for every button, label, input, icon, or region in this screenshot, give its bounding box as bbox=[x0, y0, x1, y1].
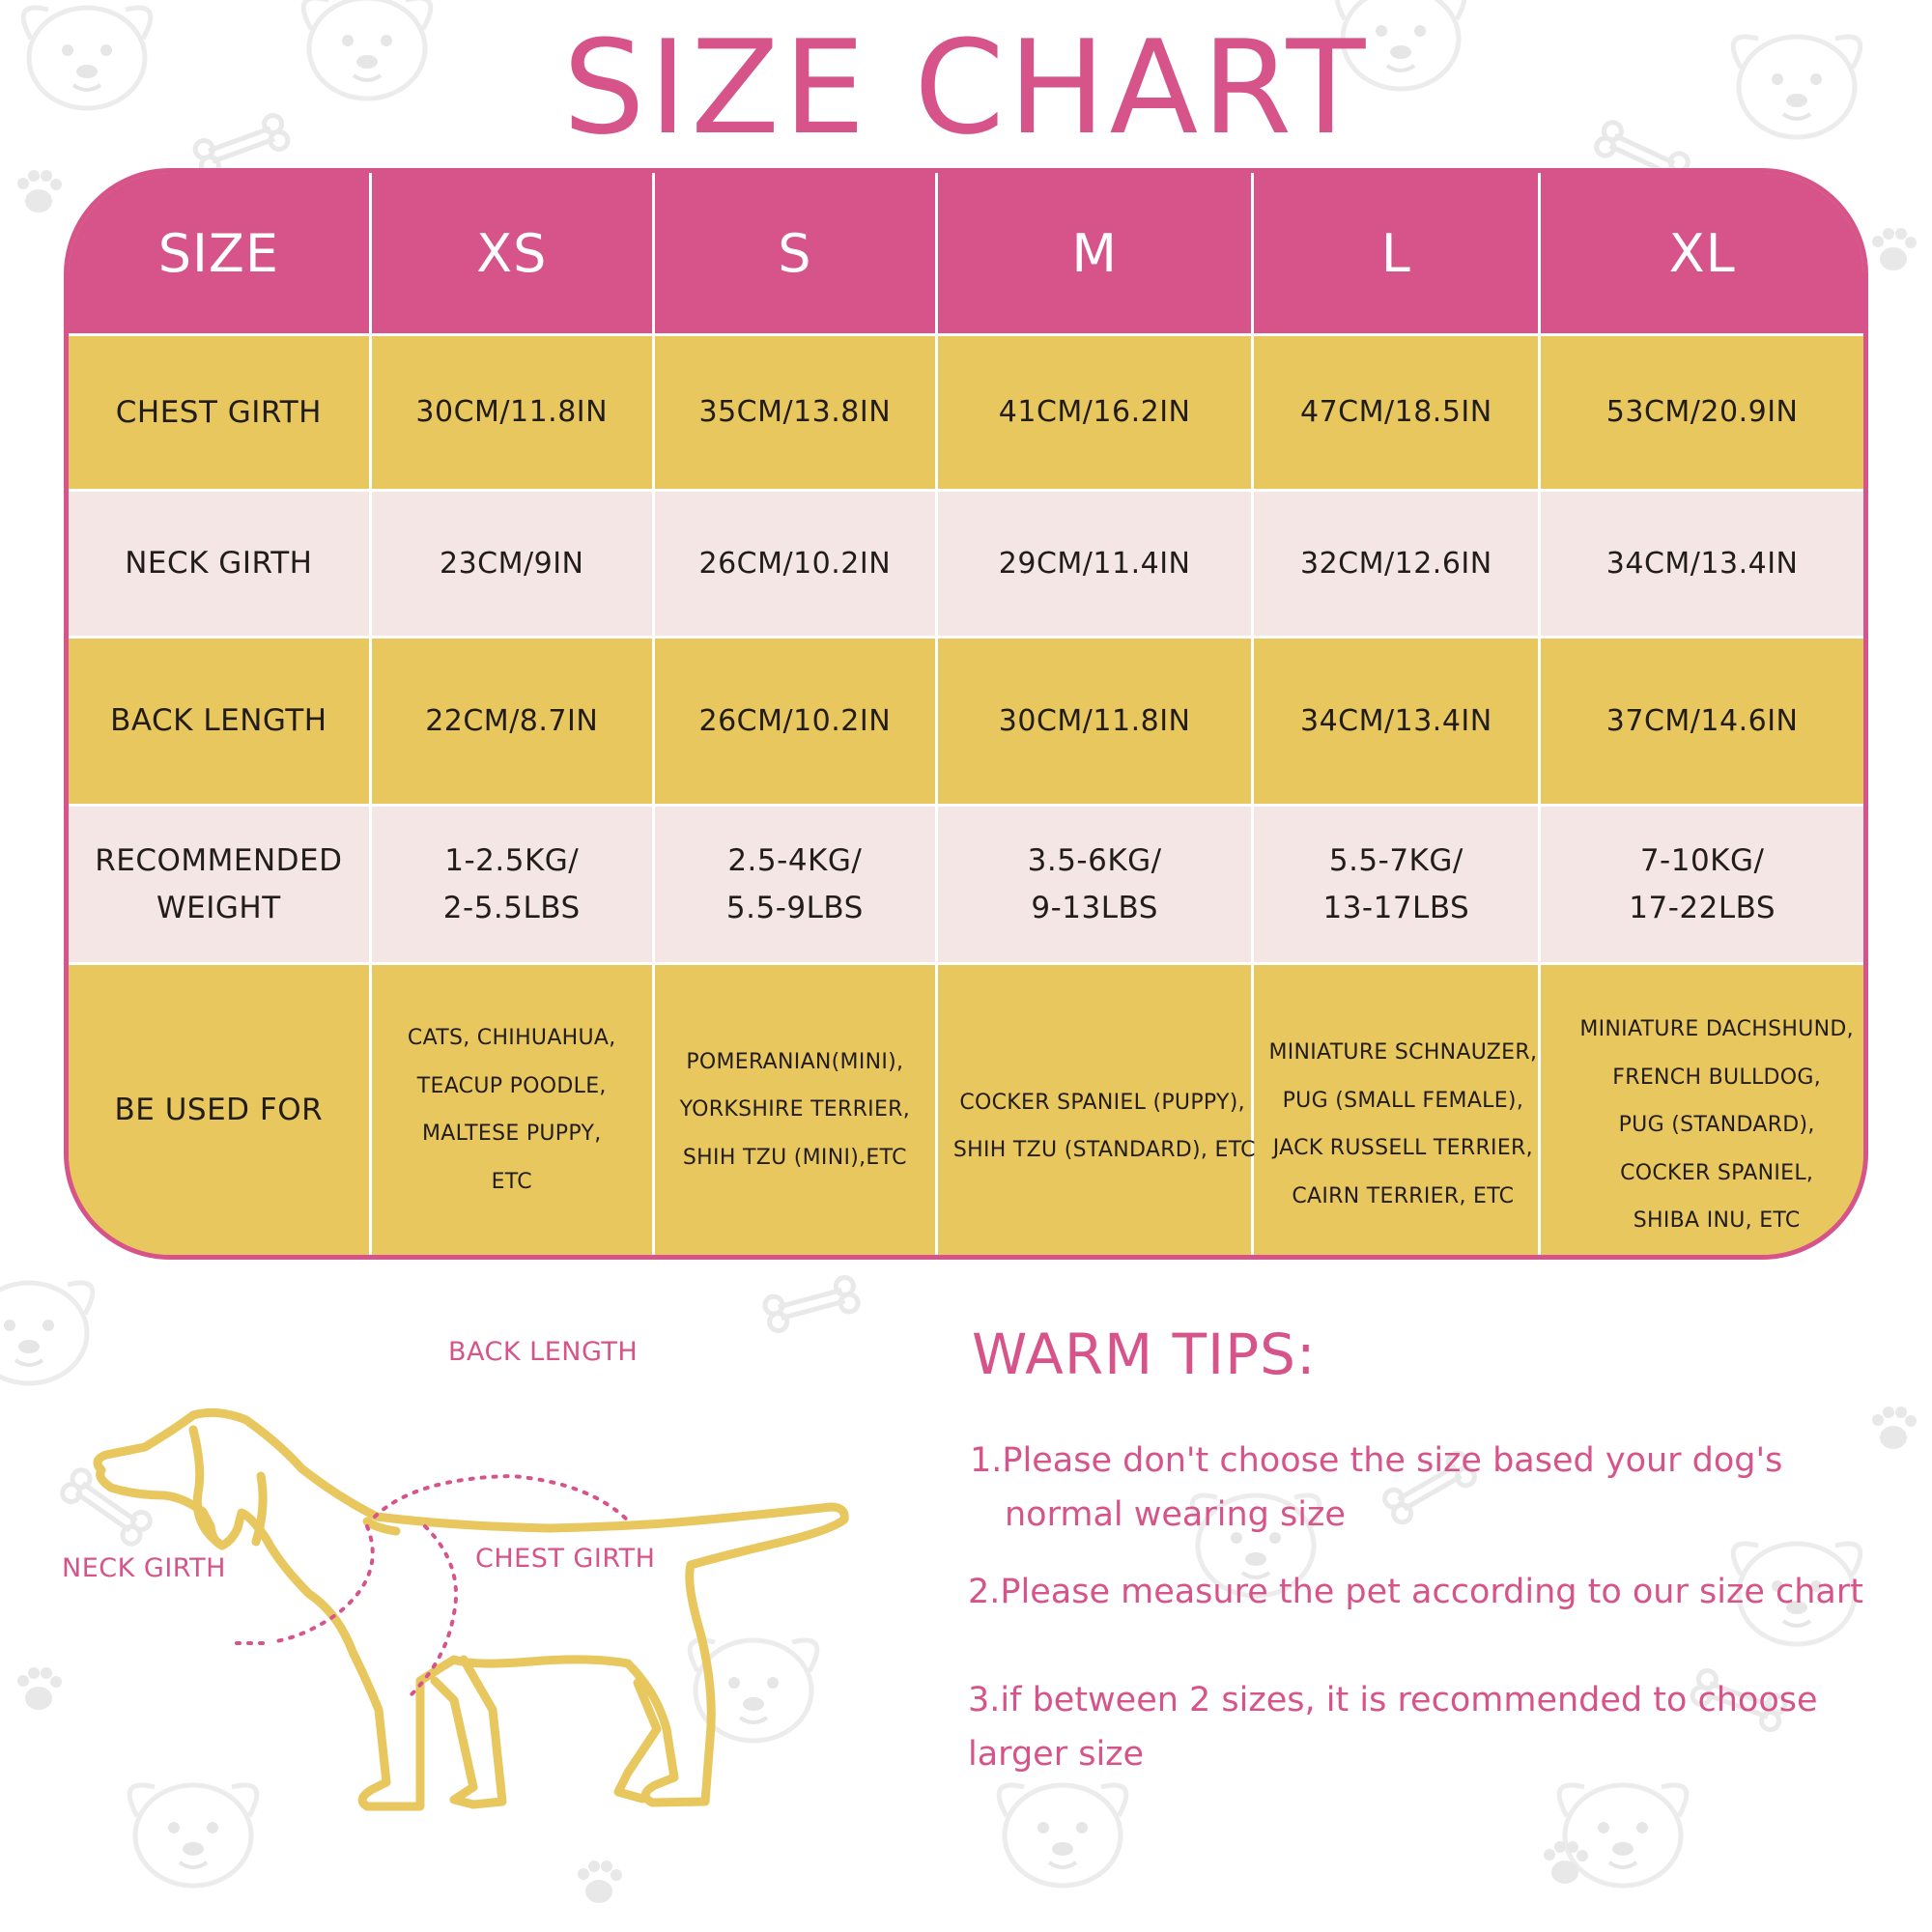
tip-1-line-2: normal wearing size bbox=[1005, 1495, 1346, 1534]
cell-weight-l: 5.5-7KG/ 13-17LBS bbox=[1252, 805, 1542, 966]
table-header-row: SIZE XS S M L XL bbox=[69, 173, 1863, 336]
cell-back-xl: 37CM/14.6IN bbox=[1539, 637, 1863, 807]
row-label-recommended-weight: RECOMMENDED WEIGHT bbox=[69, 805, 372, 966]
weight-kg: 3.5-6KG/ bbox=[1027, 842, 1162, 878]
breed-line: CAIRN TERRIER, ETC bbox=[1292, 1183, 1515, 1208]
table-row-neck-girth: NECK GIRTH 23CM/9IN 26CM/10.2IN 29CM/11.… bbox=[69, 490, 1863, 639]
warm-tips-title: WARM TIPS: bbox=[972, 1321, 1317, 1387]
cell-back-l: 34CM/13.4IN bbox=[1252, 637, 1542, 807]
size-chart-table: SIZE XS S M L XL CHEST GIRTH 30CM/11.8IN… bbox=[69, 173, 1863, 1255]
breed-line: TEACUP POODLE, bbox=[416, 1073, 607, 1098]
header-m: M bbox=[936, 173, 1255, 336]
row-label-chest-girth: CHEST GIRTH bbox=[69, 334, 372, 492]
header-size: SIZE bbox=[69, 173, 372, 336]
dog-measurement-diagram: BACK LENGTH NECK GIRTH CHEST GIRTH bbox=[48, 1323, 898, 1826]
weight-kg: 7-10KG/ bbox=[1639, 842, 1765, 878]
header-xs: XS bbox=[370, 173, 655, 336]
table-row-chest-girth: CHEST GIRTH 30CM/11.8IN 35CM/13.8IN 41CM… bbox=[69, 334, 1863, 492]
cell-back-s: 26CM/10.2IN bbox=[653, 637, 938, 807]
row-label-be-used-for: BE USED FOR bbox=[69, 963, 372, 1255]
cell-neck-m: 29CM/11.4IN bbox=[936, 490, 1255, 639]
table-row-recommended-weight: RECOMMENDED WEIGHT 1-2.5KG/ 2-5.5LBS 2.5… bbox=[69, 805, 1863, 966]
header-xl: XL bbox=[1539, 173, 1863, 336]
weight-kg: 1-2.5KG/ bbox=[444, 842, 580, 878]
breed-line: SHIH TZU (MINI),ETC bbox=[682, 1145, 907, 1170]
weight-lbs: 13-17LBS bbox=[1322, 890, 1470, 925]
cell-used-l: MINIATURE SCHNAUZER, PUG (SMALL FEMALE),… bbox=[1252, 963, 1542, 1255]
dog-outline-illustration bbox=[93, 1407, 849, 1811]
cell-back-m: 30CM/11.8IN bbox=[936, 637, 1255, 807]
weight-lbs: 5.5-9LBS bbox=[725, 890, 864, 925]
row-label-weight-line2: WEIGHT bbox=[156, 890, 281, 925]
cell-back-xs: 22CM/8.7IN bbox=[370, 637, 655, 807]
label-back-length: BACK LENGTH bbox=[448, 1337, 639, 1367]
cell-neck-xs: 23CM/9IN bbox=[370, 490, 655, 639]
breed-line: YORKSHIRE TERRIER, bbox=[679, 1097, 911, 1122]
weight-lbs: 2-5.5LBS bbox=[442, 890, 581, 925]
cell-neck-s: 26CM/10.2IN bbox=[653, 490, 938, 639]
size-chart-table-container: SIZE XS S M L XL CHEST GIRTH 30CM/11.8IN… bbox=[64, 168, 1868, 1260]
breed-line: MALTESE PUPPY, bbox=[421, 1122, 602, 1147]
tip-1-line-1: 1.Please don't choose the size based you… bbox=[970, 1441, 1783, 1480]
weight-lbs: 17-22LBS bbox=[1629, 890, 1776, 925]
weight-kg: 5.5-7KG/ bbox=[1328, 842, 1463, 878]
breed-line: COCKER SPANIEL, bbox=[1620, 1160, 1814, 1185]
breed-line: MINIATURE SCHNAUZER, bbox=[1268, 1040, 1538, 1065]
row-label-weight-line1: RECOMMENDED bbox=[95, 842, 343, 878]
cell-used-xl: MINIATURE DACHSHUND, FRENCH BULLDOG, PUG… bbox=[1539, 963, 1863, 1255]
cell-used-xs: CATS, CHIHUAHUA, TEACUP POODLE, MALTESE … bbox=[370, 963, 655, 1255]
breed-line: MINIATURE DACHSHUND, bbox=[1579, 1017, 1854, 1042]
label-neck-girth: NECK GIRTH bbox=[62, 1553, 226, 1583]
row-label-neck-girth: NECK GIRTH bbox=[69, 490, 372, 639]
cell-weight-m: 3.5-6KG/ 9-13LBS bbox=[936, 805, 1255, 966]
cell-weight-s: 2.5-4KG/ 5.5-9LBS bbox=[653, 805, 938, 966]
breed-line: SHIBA INU, ETC bbox=[1633, 1208, 1801, 1234]
cell-used-s: POMERANIAN(MINI), YORKSHIRE TERRIER, SHI… bbox=[653, 963, 938, 1255]
cell-weight-xs: 1-2.5KG/ 2-5.5LBS bbox=[370, 805, 655, 966]
breed-line: COCKER SPANIEL (PUPPY), bbox=[959, 1090, 1245, 1115]
cell-chest-s: 35CM/13.8IN bbox=[653, 334, 938, 492]
cell-chest-xs: 30CM/11.8IN bbox=[370, 334, 655, 492]
breed-line: FRENCH BULLDOG, bbox=[1612, 1065, 1821, 1090]
breed-line: PUG (SMALL FEMALE), bbox=[1282, 1088, 1524, 1113]
breed-line: CATS, CHIHUAHUA, bbox=[407, 1026, 616, 1051]
header-s: S bbox=[653, 173, 938, 336]
breed-line: SHIH TZU (STANDARD), ETC bbox=[952, 1138, 1256, 1163]
cell-chest-xl: 53CM/20.9IN bbox=[1539, 334, 1863, 492]
cell-used-m: COCKER SPANIEL (PUPPY), SHIH TZU (STANDA… bbox=[936, 963, 1256, 1255]
header-l: L bbox=[1252, 173, 1542, 336]
table-row-back-length: BACK LENGTH 22CM/8.7IN 26CM/10.2IN 30CM/… bbox=[69, 637, 1863, 807]
breed-line: PUG (STANDARD), bbox=[1618, 1113, 1815, 1138]
cell-neck-xl: 34CM/13.4IN bbox=[1539, 490, 1863, 639]
cell-chest-m: 41CM/16.2IN bbox=[936, 334, 1255, 492]
cell-weight-xl: 7-10KG/ 17-22LBS bbox=[1539, 805, 1863, 966]
tip-3-line-2: larger size bbox=[968, 1735, 1145, 1774]
cell-neck-l: 32CM/12.6IN bbox=[1252, 490, 1542, 639]
cell-chest-l: 47CM/18.5IN bbox=[1252, 334, 1542, 492]
table-row-be-used-for: BE USED FOR CATS, CHIHUAHUA, TEACUP POOD… bbox=[69, 963, 1863, 1255]
breed-line: JACK RUSSELL TERRIER, bbox=[1272, 1136, 1533, 1161]
tip-3-line-1: 3.if between 2 sizes, it is recommended … bbox=[968, 1681, 1818, 1719]
breed-line: POMERANIAN(MINI), bbox=[686, 1049, 904, 1074]
breed-line: ETC bbox=[491, 1169, 532, 1194]
tip-2: 2.Please measure the pet according to ou… bbox=[968, 1573, 1863, 1611]
weight-kg: 2.5-4KG/ bbox=[727, 842, 863, 878]
page-title: SIZE CHART bbox=[562, 13, 1370, 163]
row-label-back-length: BACK LENGTH bbox=[69, 637, 372, 807]
weight-lbs: 9-13LBS bbox=[1031, 890, 1158, 925]
label-chest-girth: CHEST GIRTH bbox=[475, 1544, 656, 1574]
